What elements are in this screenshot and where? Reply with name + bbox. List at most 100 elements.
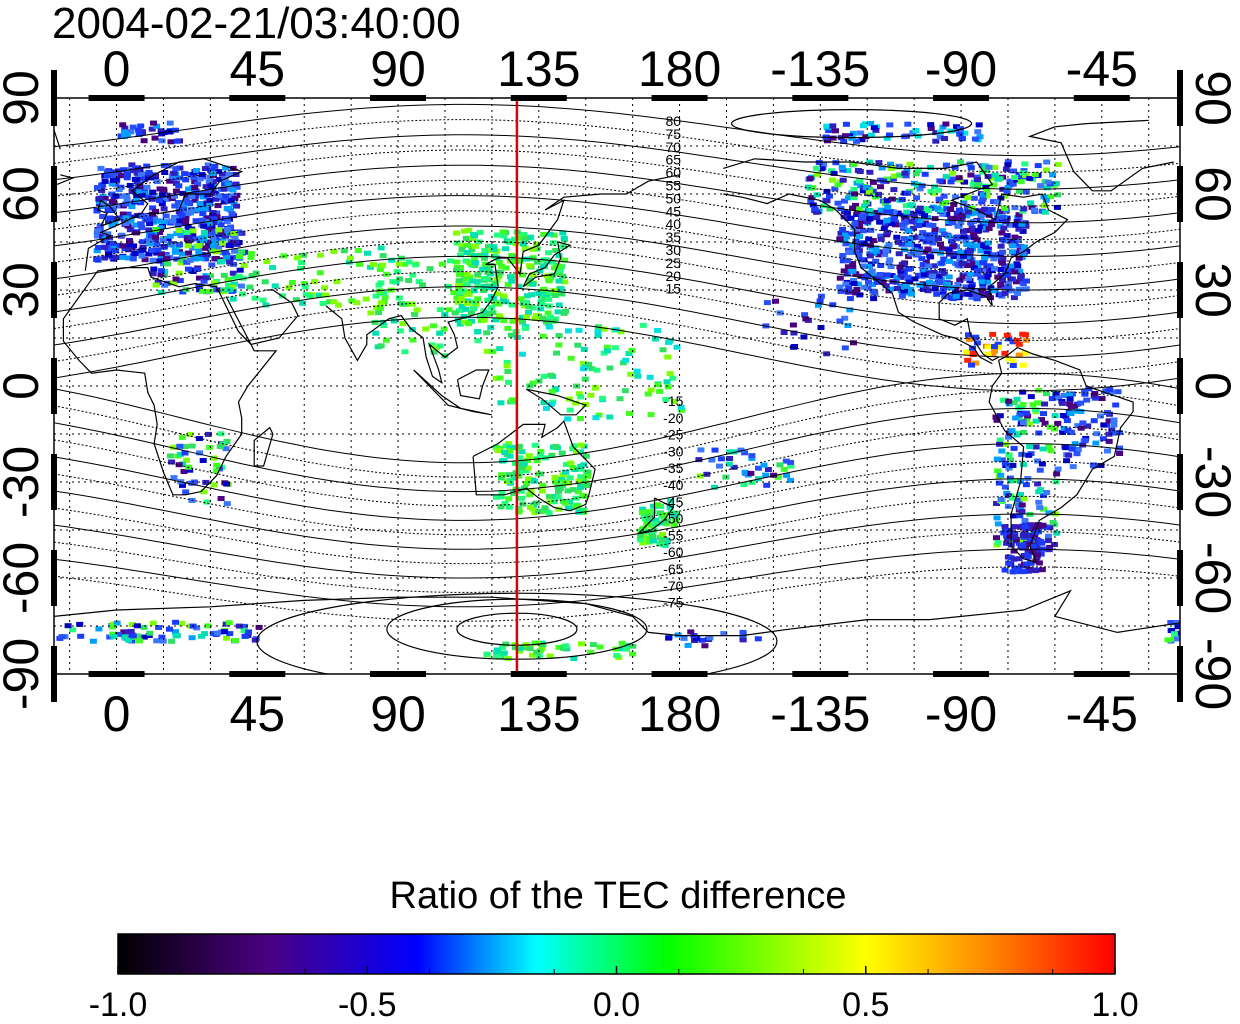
tec-cell	[297, 265, 304, 271]
tec-cell	[991, 172, 999, 178]
tec-cell	[861, 284, 869, 290]
tec-cell	[963, 349, 970, 355]
tec-cell	[180, 469, 188, 474]
tec-cell	[826, 206, 834, 212]
tec-cell	[223, 481, 231, 487]
tec-cell	[210, 220, 218, 226]
tec-cell	[853, 138, 860, 144]
mlat-contour	[54, 566, 1180, 622]
tec-cell	[954, 262, 962, 268]
tec-cell	[500, 318, 508, 324]
tec-cell	[516, 646, 524, 652]
tec-cell	[545, 296, 553, 302]
tec-cell	[1001, 484, 1009, 490]
mlat-label: -25	[663, 427, 683, 443]
tec-cell	[516, 455, 524, 461]
tec-cell	[817, 325, 825, 330]
mlat-contour	[54, 179, 1180, 241]
tec-cell	[101, 178, 109, 184]
tec-cell	[943, 206, 951, 212]
tec-cell	[820, 203, 828, 209]
tec-cell	[982, 292, 990, 298]
tec-cell	[213, 210, 221, 216]
tec-cell	[204, 431, 212, 437]
tec-cell	[128, 622, 136, 628]
tec-cell	[979, 192, 987, 198]
tec-cell	[198, 190, 206, 196]
tec-cell	[569, 504, 577, 510]
tec-cell	[1021, 518, 1029, 523]
tec-cell	[1065, 452, 1073, 458]
tec-cell	[436, 343, 444, 349]
tec-cell	[218, 195, 226, 201]
tec-cell	[551, 293, 559, 298]
tec-cell	[316, 270, 324, 276]
tec-cell	[940, 231, 948, 237]
tec-cell	[1022, 189, 1030, 195]
tec-cell	[476, 229, 484, 235]
tec-cell	[660, 512, 668, 518]
tec-cell	[832, 128, 839, 134]
tec-cell	[408, 301, 416, 307]
tec-cell	[201, 206, 209, 212]
tec-cell	[905, 240, 913, 246]
tec-cell	[577, 442, 585, 448]
tec-cell	[929, 222, 937, 228]
tec-cell	[979, 260, 987, 266]
tec-cell	[468, 278, 476, 284]
tec-cell	[504, 325, 512, 331]
tec-cell	[1029, 402, 1037, 408]
bottom-lon-label: -135	[770, 686, 870, 742]
tec-cell	[218, 240, 226, 246]
tec-cell	[915, 272, 922, 278]
mlat-label: -40	[663, 477, 683, 493]
tec-cell	[119, 243, 127, 249]
tec-cell	[1006, 527, 1014, 533]
tec-cell	[927, 254, 935, 260]
tec-cell	[229, 261, 237, 267]
mlat-label: 75	[666, 126, 682, 142]
tec-cell	[869, 188, 877, 194]
coastline	[472, 420, 596, 512]
tec-cell	[226, 631, 234, 637]
tec-cell	[195, 207, 203, 213]
tec-cell	[867, 121, 875, 126]
tec-cell	[957, 249, 965, 255]
tec-cell	[730, 449, 738, 455]
tec-cell	[525, 309, 532, 315]
mlat-contour	[54, 531, 1180, 593]
tec-cell	[931, 263, 938, 269]
tec-cell	[193, 267, 201, 272]
tec-cell	[521, 485, 528, 491]
frame-tick-right	[1177, 70, 1183, 126]
tec-cell	[215, 177, 223, 182]
tec-cell	[178, 434, 186, 440]
tec-cell	[964, 291, 972, 297]
tec-cell	[639, 506, 647, 512]
tec-cell	[166, 233, 174, 239]
tec-cell	[599, 395, 606, 401]
tec-cell	[587, 649, 595, 655]
tec-cell	[1026, 538, 1034, 544]
tec-cell	[501, 501, 509, 506]
tec-cell	[999, 237, 1006, 242]
tec-cell	[665, 339, 672, 345]
tec-cell	[1024, 568, 1032, 574]
tec-cell	[841, 198, 848, 204]
tec-cell	[844, 264, 852, 270]
coastline	[54, 589, 1180, 637]
tec-cell	[945, 274, 953, 280]
tec-cell	[1011, 205, 1019, 211]
tec-cell	[497, 400, 505, 406]
tec-cell	[840, 268, 848, 274]
tec-cell	[850, 161, 858, 167]
frame-tick-top	[370, 95, 427, 101]
tec-cell	[1028, 204, 1036, 210]
tec-cell	[848, 135, 856, 141]
tec-cell	[118, 232, 126, 238]
tec-cell	[896, 172, 904, 178]
tec-cell	[877, 184, 884, 190]
mlat-contour	[54, 460, 1180, 536]
tec-cell	[1014, 291, 1021, 296]
tec-cell	[1013, 177, 1021, 183]
